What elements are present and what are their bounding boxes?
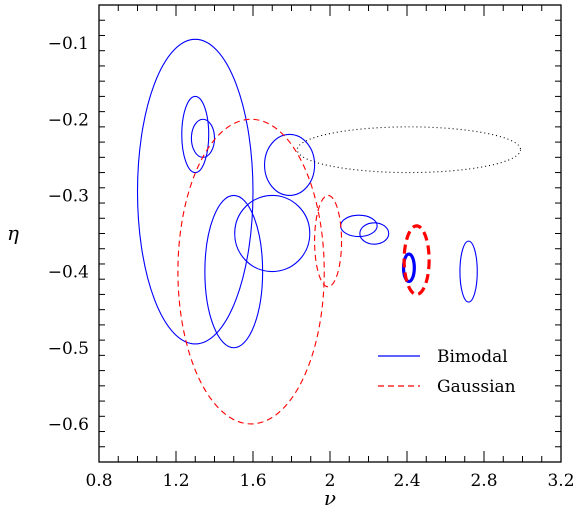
y-tick-label: −0.4 [48,263,89,283]
tick-layer [98,4,562,463]
bimodal-ellipse-2 [190,118,216,158]
bimodal-ellipse-5 [234,194,311,273]
y-tick-label: −0.6 [48,415,89,435]
x-tick-label: 2.4 [393,471,420,491]
bimodal-ellipse-1 [181,95,210,174]
x-tick-label: 3.2 [547,471,574,491]
legend: Bimodal Gaussian [378,347,516,397]
reference-ellipse-13 [296,126,522,174]
bimodal-ellipse-8 [401,252,416,284]
x-tick-label: 2 [325,471,336,491]
y-tick-label: −0.5 [48,339,89,359]
x-tick-label: 0.8 [85,471,112,491]
ellipse-layer [136,38,522,425]
bimodal-ellipse-3 [264,133,316,196]
tick-label-layer: 0.8 1.2 1.6 2 2.4 2.8 3.2 −0.1 −0.2 −0.3 −0.4 −0.5 −… [48,34,575,491]
y-tick-label: −0.2 [48,110,89,130]
y-tick-label: −0.1 [48,34,89,54]
x-tick-label: 1.6 [239,471,266,491]
gaussian-ellipse-12 [402,224,431,297]
x-axis-title: ν [324,486,336,509]
gaussian-ellipse-10 [177,118,325,425]
x-tick-label: 2.8 [470,471,497,491]
legend-bimodal-label: Bimodal [437,347,508,367]
bimodal-ellipse-9 [459,240,478,303]
legend-gaussian-label: Gaussian [437,377,516,397]
y-tick-label: −0.3 [48,186,89,206]
bimodal-ellipse-7 [359,222,390,245]
gaussian-ellipse-11 [314,194,343,288]
y-axis-title: η [7,221,19,245]
bimodal-ellipse-4 [204,194,264,349]
bimodal-ellipse-0 [136,38,254,345]
bimodal-ellipse-6 [340,214,378,238]
x-tick-label: 1.2 [162,471,189,491]
